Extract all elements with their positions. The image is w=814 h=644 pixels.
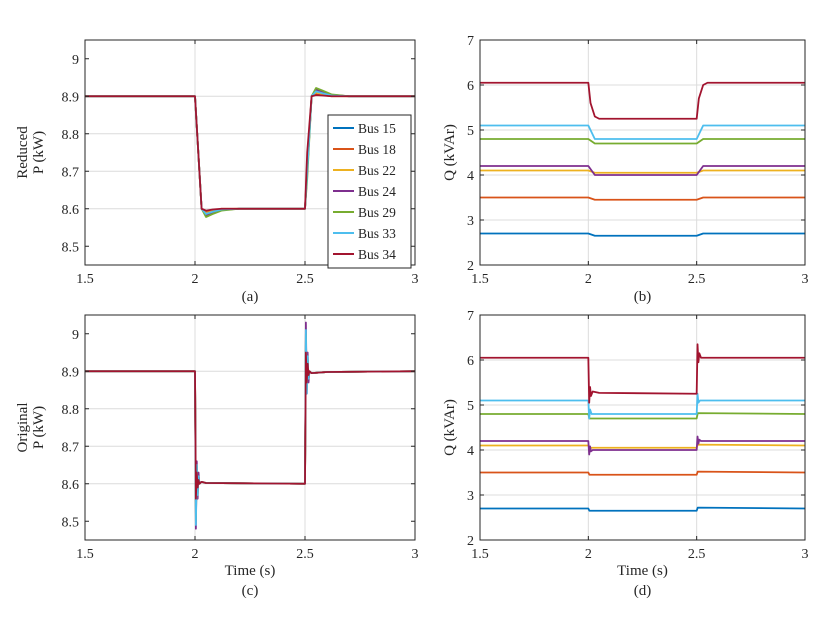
series-line-bus-24 [480, 165, 805, 176]
series-line-bus-15 [480, 506, 805, 512]
series-line-bus-22 [480, 169, 805, 174]
y-tick-label: 8.8 [62, 128, 80, 143]
y-tick-label: 5 [467, 124, 474, 139]
y-tick-label: 8.7 [62, 440, 80, 455]
y-tick-label: 7 [467, 34, 474, 49]
plot-area [85, 315, 415, 540]
y-tick-label: 4 [467, 444, 474, 459]
y-tick-label: 2 [467, 259, 474, 274]
x-tick-label: 1.5 [471, 547, 489, 562]
x-tick-label: 2 [192, 547, 199, 562]
series-line-bus-18 [480, 470, 805, 476]
series-line-bus-34 [480, 343, 805, 404]
y-tick-label: 8.7 [62, 165, 80, 180]
x-tick-label: 3 [412, 547, 419, 562]
series-line-bus-18 [480, 196, 805, 201]
plot-area [480, 40, 805, 265]
panel-c: 1.5 2 2.5 3 8.5 8.6 8.7 8.8 8.9 9 Original P (kW) Ti… [15, 314, 419, 599]
x-tick-label: 2.5 [688, 272, 706, 287]
x-tick-label: 2.5 [296, 272, 314, 287]
y-tick-label: 5 [467, 399, 474, 414]
axes-box [84, 314, 416, 541]
y-tick-label: 8.6 [62, 203, 80, 218]
series-line-bus-34 [85, 94, 415, 212]
series-group [480, 343, 805, 512]
axes-box [479, 314, 806, 541]
series-line-bus-29 [480, 138, 805, 145]
legend-entry: Bus 29 [358, 205, 396, 220]
y-tick-label: 8.6 [62, 478, 80, 493]
series-line-bus-34 [480, 81, 805, 120]
x-axis-label: Time (s) [617, 563, 668, 579]
series-group [480, 81, 805, 237]
series-line-bus-15 [480, 232, 805, 237]
legend-entry: Bus 34 [358, 247, 396, 262]
y-axis-label: Q (kVAr) [442, 399, 458, 456]
y-tick-label: 6 [467, 79, 474, 94]
y-tick-label: 9 [72, 53, 79, 68]
y-axis-label: P (kW) [31, 131, 47, 174]
y-axis-label: Q (kVAr) [442, 124, 458, 181]
series-group [85, 321, 415, 530]
legend-entry: Bus 24 [358, 184, 396, 199]
y-tick-label: 4 [467, 169, 474, 184]
x-tick-label: 3 [802, 547, 809, 562]
x-tick-label: 2 [192, 272, 199, 287]
axes-box [479, 39, 806, 266]
legend-entry: Bus 22 [358, 163, 396, 178]
y-axis-label: Original [15, 403, 31, 453]
series-line-bus-34 [85, 351, 415, 500]
axes-box [84, 39, 416, 266]
y-tick-label: 3 [467, 214, 474, 229]
y-tick-label: 8.9 [62, 365, 80, 380]
y-tick-label: 8.8 [62, 403, 80, 418]
legend-entry: Bus 33 [358, 226, 396, 241]
x-tick-label: 2 [585, 547, 592, 562]
x-tick-label: 2.5 [296, 547, 314, 562]
series-line-bus-33 [480, 392, 805, 420]
panel-caption: (a) [242, 289, 259, 305]
y-tick-label: 9 [72, 328, 79, 343]
panel-caption: (d) [634, 583, 652, 599]
series-line-bus-33 [480, 124, 805, 140]
legend-entry: Bus 15 [358, 121, 396, 136]
x-tick-label: 1.5 [471, 272, 489, 287]
panel-caption: (c) [242, 583, 259, 599]
y-tick-label: 8.5 [62, 515, 80, 530]
panel-caption: (b) [634, 289, 652, 305]
y-tick-label: 6 [467, 354, 474, 369]
series-group [85, 87, 415, 218]
y-tick-label: 8.5 [62, 240, 80, 255]
x-tick-label: 1.5 [76, 272, 94, 287]
legend-entry: Bus 18 [358, 142, 396, 157]
y-tick-label: 8.9 [62, 90, 80, 105]
series-line-bus-29 [480, 412, 805, 420]
series-line-bus-24 [480, 435, 805, 456]
y-tick-label: 7 [467, 309, 474, 324]
y-axis-label: Reduced [15, 126, 31, 179]
x-tick-label: 1.5 [76, 547, 94, 562]
panel-a: 1.5 2 2.5 3 8.5 8.6 8.7 8.8 8.9 9 Reduced P (kW) (a)… [15, 39, 419, 305]
x-tick-label: 2 [585, 272, 592, 287]
legend: Bus 15 Bus 18 Bus 22 Bus 24 Bus 29 Bus 33 Bus … [327, 114, 412, 269]
x-tick-label: 2.5 [688, 547, 706, 562]
plot-area [480, 315, 805, 540]
x-tick-label: 3 [412, 272, 419, 287]
y-axis-label: P (kW) [31, 406, 47, 449]
x-tick-label: 3 [802, 272, 809, 287]
x-axis-label: Time (s) [225, 563, 276, 579]
y-tick-label: 3 [467, 489, 474, 504]
y-tick-label: 2 [467, 534, 474, 549]
series-line-bus-22 [480, 443, 805, 449]
